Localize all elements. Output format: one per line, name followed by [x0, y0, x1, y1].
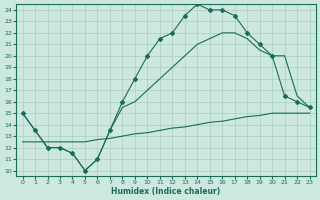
X-axis label: Humidex (Indice chaleur): Humidex (Indice chaleur) — [111, 187, 221, 196]
